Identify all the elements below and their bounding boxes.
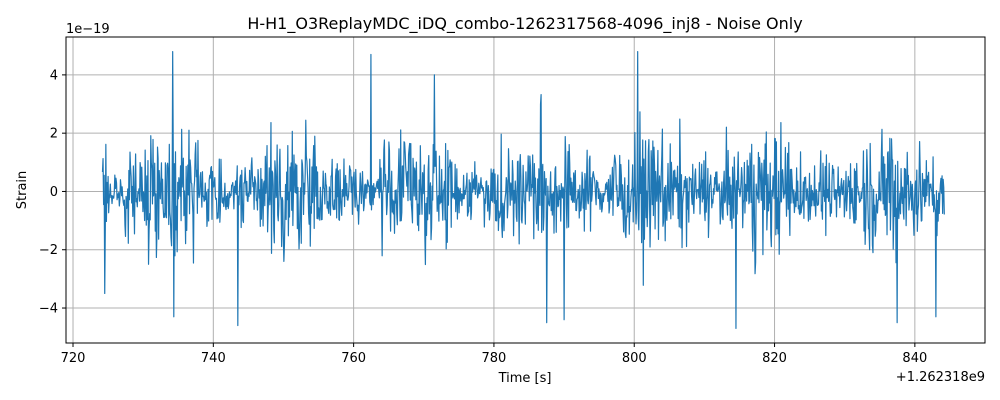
y-tick-label: −4 [39,302,58,317]
strain-series-line [101,50,945,330]
axes-frame [65,36,986,344]
x-tick-label: 800 [622,351,647,366]
y-tick-label: 2 [50,127,58,142]
y-tick-label: 4 [50,68,58,83]
chart-title: H-H1_O3ReplayMDC_iDQ_combo-1262317568-40… [247,14,802,34]
plot-area [101,50,945,330]
x-tick-label: 840 [902,351,927,366]
x-tick-label: 820 [762,351,787,366]
y-tick-label: 0 [50,185,58,200]
y-tick-label: −2 [39,243,58,258]
y-scale-label: 1e−19 [66,22,110,37]
x-tick-label: 720 [61,351,86,366]
y-axis-label: Strain [15,171,30,210]
x-tick-label: 760 [341,351,366,366]
x-tick-label: 740 [201,351,226,366]
x-tick-label: 780 [482,351,507,366]
x-axis-label: Time [s] [498,371,552,386]
ticks: 720 740 760 780 800 820 840 −4 −2 0 2 4 [39,68,927,366]
x-offset-label: +1.262318e9 [896,370,985,385]
